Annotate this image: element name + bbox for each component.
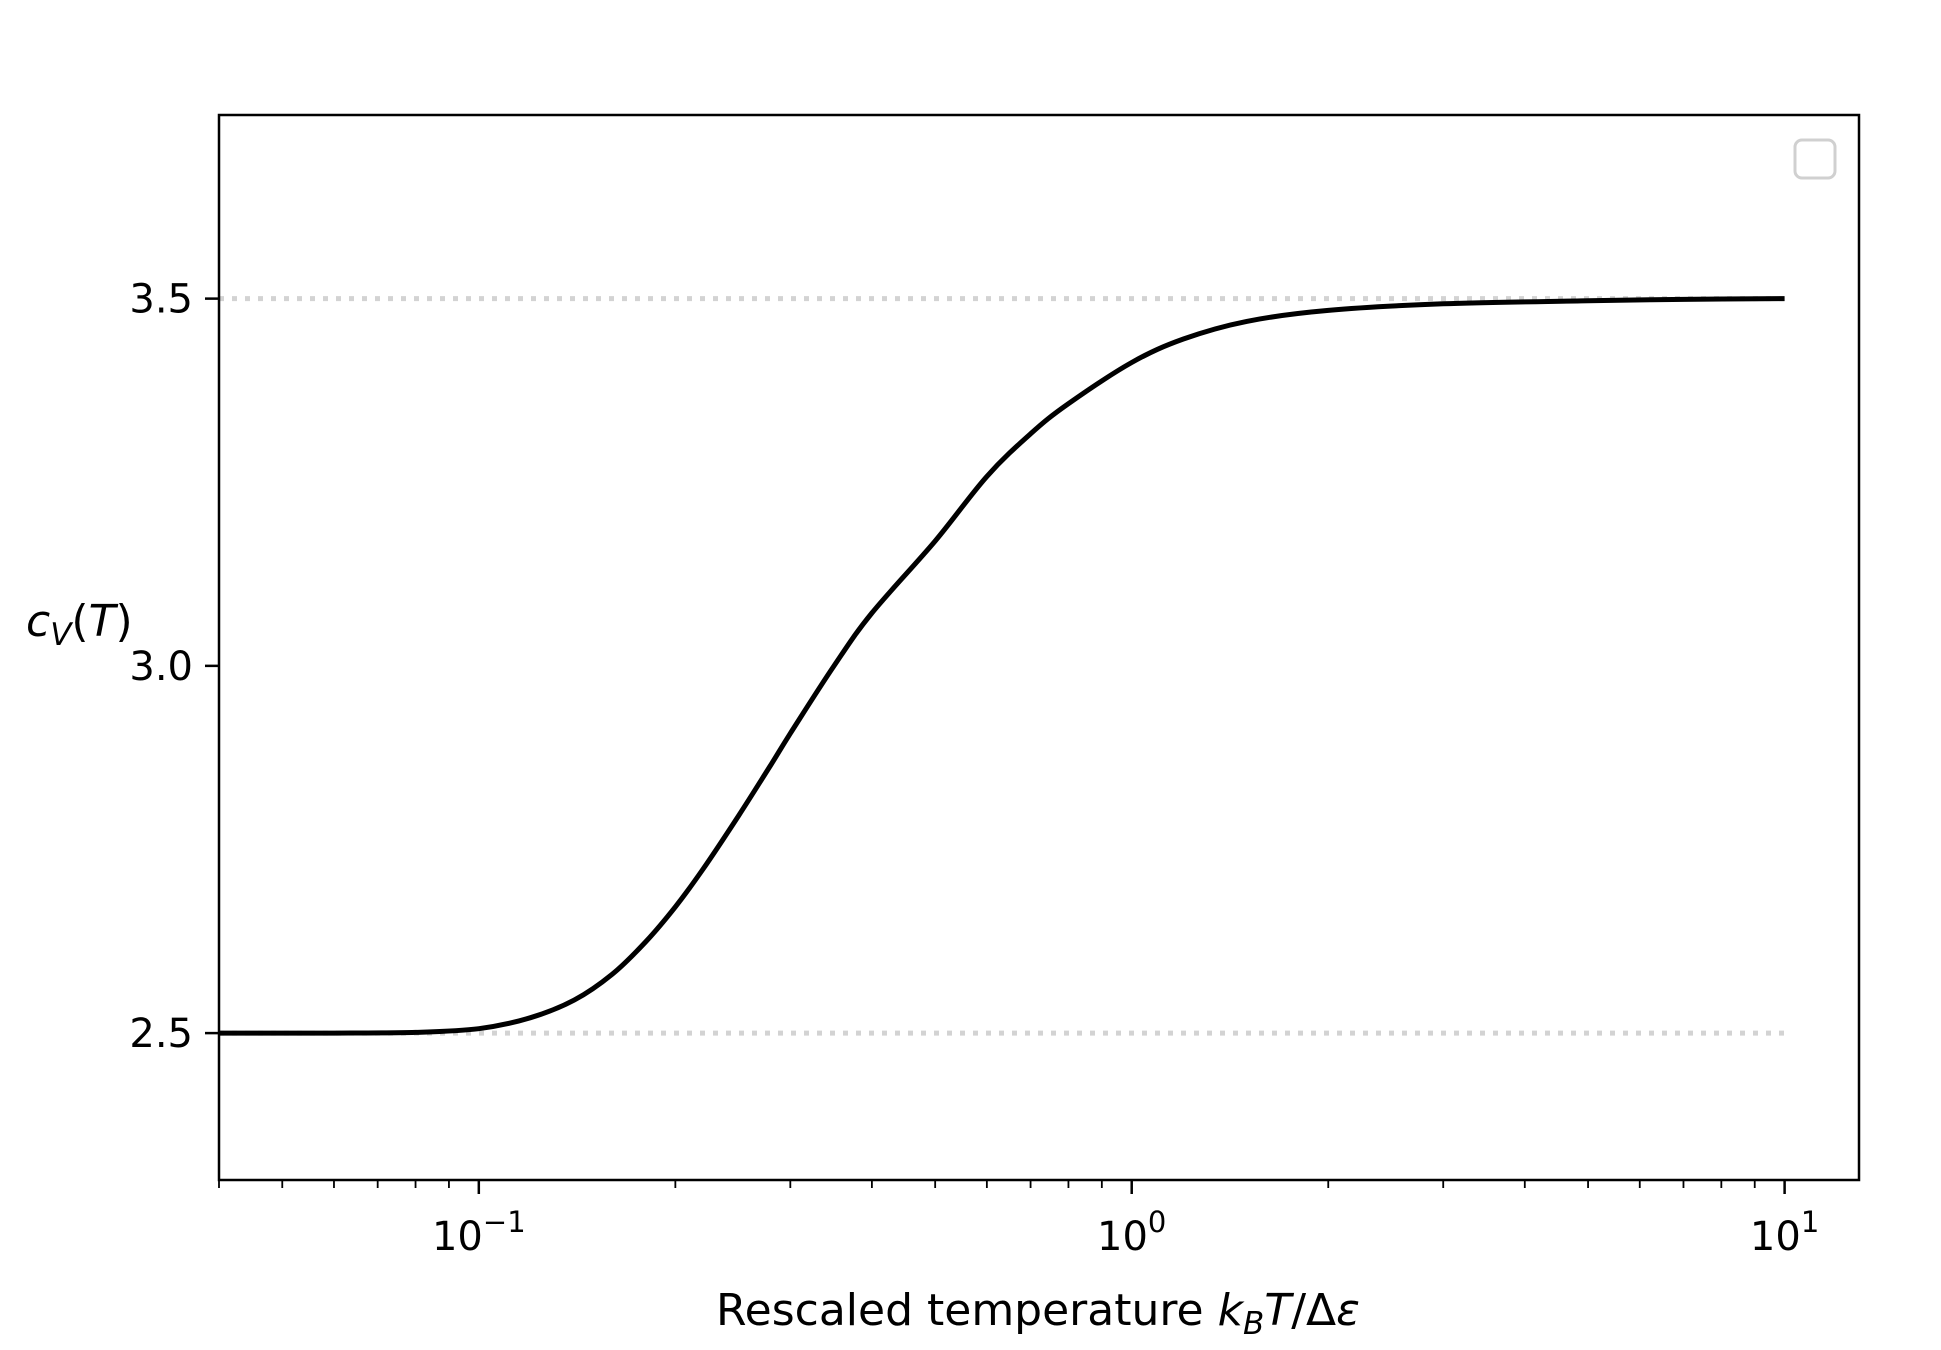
x-axis-title: Rescaled temperature kBT/Δε — [716, 1285, 1360, 1342]
y-axis: 2.5 3.0 3.5 — [129, 277, 219, 1057]
x-tick-label-3: 101 — [1750, 1205, 1819, 1260]
series-line-1 — [218, 296, 1785, 1036]
series-layer — [218, 296, 1785, 1036]
y-tick-label-1: 2.5 — [129, 1011, 193, 1057]
plot-frame — [217, 113, 1861, 1182]
y-tick-label-2: 3.0 — [129, 644, 193, 690]
legend-box — [1793, 138, 1837, 180]
reference-lines — [219, 296, 1785, 1036]
x-axis-title-text: Rescaled temperature — [716, 1285, 1218, 1336]
y-tick-label-3: 3.5 — [129, 277, 193, 323]
x-tick-label-1: 10−1 — [432, 1205, 526, 1260]
y-axis-title: cV(T) — [26, 596, 133, 653]
x-axis: 10−1 100 101 — [218, 1180, 1819, 1260]
x-tick-label-2: 100 — [1097, 1205, 1166, 1260]
